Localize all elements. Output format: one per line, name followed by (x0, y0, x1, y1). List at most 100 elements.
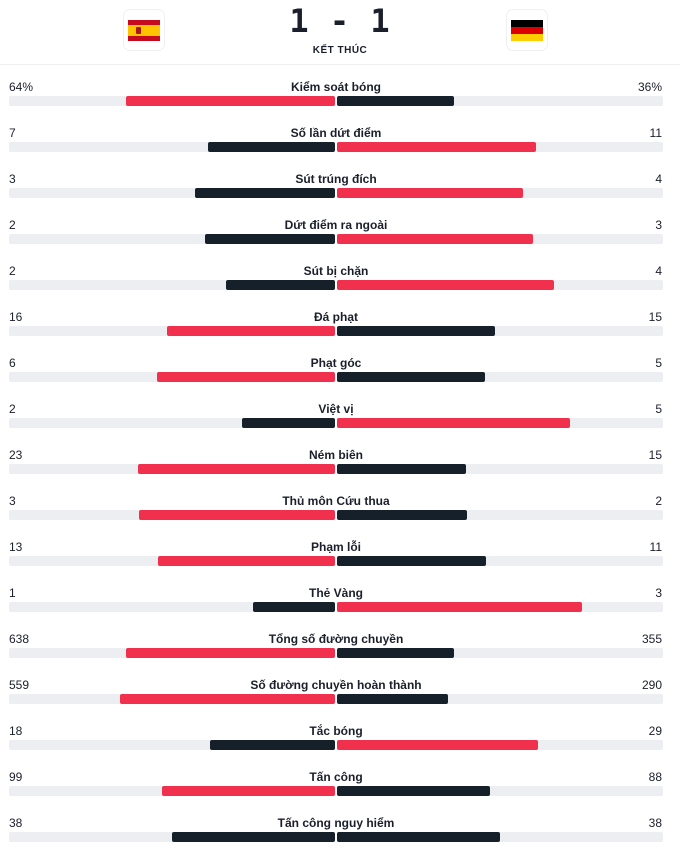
away-stat-value: 88 (648, 770, 662, 784)
away-stat-value: 29 (648, 724, 662, 738)
stat-row: 2 Sút bị chặn 4 (0, 262, 680, 308)
away-stat-value: 15 (648, 448, 662, 462)
stat-label: Tắc bóng (309, 724, 363, 738)
stat-label: Kiểm soát bóng (290, 80, 381, 94)
away-stat-track (337, 694, 663, 704)
away-stat-value: 5 (655, 356, 662, 370)
away-stat-bar (337, 694, 448, 704)
away-stat-bar (337, 96, 454, 106)
home-stat-value: 559 (9, 678, 30, 692)
away-stat-bar (337, 280, 554, 290)
stat-row: 38 Tấn công nguy hiểm 38 (0, 814, 680, 860)
home-stat-bar (253, 602, 335, 612)
away-stat-value: 4 (655, 264, 662, 278)
away-stat-value: 4 (655, 172, 662, 186)
away-stat-value: 36% (637, 80, 662, 94)
stat-row: 2 Dứt điểm ra ngoài 3 (0, 216, 680, 262)
stat-row: 638 Tổng số đường chuyền 355 (0, 630, 680, 676)
match-header: 1 - 1 KẾT THÚC (0, 0, 680, 65)
away-stat-bar (337, 326, 495, 336)
home-stat-track (9, 188, 335, 198)
away-stat-track (337, 786, 663, 796)
flag-stripe (511, 26, 543, 34)
away-stat-bar (337, 648, 454, 658)
away-stat-track (337, 418, 663, 428)
home-stat-value: 99 (9, 770, 23, 784)
away-stat-bar (337, 418, 570, 428)
away-stat-track (337, 602, 663, 612)
away-stat-bar (337, 832, 500, 842)
away-stat-track (337, 510, 663, 520)
home-stat-track (9, 694, 335, 704)
away-stat-track (337, 556, 663, 566)
away-stat-bar (337, 372, 485, 382)
away-stat-bar (337, 234, 533, 244)
stat-label: Số đường chuyền hoàn thành (250, 678, 422, 692)
home-stat-bar (172, 832, 335, 842)
match-status: KẾT THÚC (312, 45, 368, 56)
stat-label: Tổng số đường chuyền (268, 632, 404, 646)
away-stat-track (337, 740, 663, 750)
match-score: 1 - 1 (289, 2, 391, 40)
stat-row: 64% Kiểm soát bóng 36% (0, 78, 680, 124)
home-stat-track (9, 234, 335, 244)
home-stat-bar (208, 142, 335, 152)
home-stat-bar (226, 280, 335, 290)
away-stat-track (337, 234, 663, 244)
home-stat-bar (120, 694, 335, 704)
stat-label: Dứt điểm ra ngoài (284, 218, 388, 232)
home-stat-bar (138, 464, 335, 474)
stat-label: Ném biên (308, 448, 363, 462)
home-stat-track (9, 556, 335, 566)
home-stat-track (9, 510, 335, 520)
home-stat-value: 2 (9, 402, 16, 416)
away-stat-bar (337, 740, 538, 750)
home-team-flag[interactable] (124, 10, 164, 50)
stat-label: Thẻ Vàng (308, 586, 363, 600)
away-stat-bar (337, 142, 536, 152)
home-stat-track (9, 786, 335, 796)
home-stat-value: 16 (9, 310, 23, 324)
home-stat-track (9, 602, 335, 612)
stat-row: 2 Việt vị 5 (0, 400, 680, 446)
stat-row: 23 Ném biên 15 (0, 446, 680, 492)
stat-label: Phạm lỗi (310, 540, 361, 554)
away-stat-track (337, 372, 663, 382)
home-stat-value: 38 (9, 816, 23, 830)
stat-label: Đá phạt (313, 310, 358, 324)
home-stat-bar (126, 648, 335, 658)
stat-label: Tấn công nguy hiểm (277, 816, 395, 830)
stat-row: 7 Số lần dứt điểm 11 (0, 124, 680, 170)
stat-label: Tấn công (309, 770, 363, 784)
away-stat-track (337, 464, 663, 474)
away-stat-bar (337, 510, 467, 520)
away-stat-value: 3 (655, 218, 662, 232)
flag-stripe (128, 35, 160, 41)
home-stat-bar (210, 740, 335, 750)
away-stat-track (337, 188, 663, 198)
home-stat-value: 64% (9, 80, 34, 94)
home-stat-bar (242, 418, 335, 428)
away-team-flag[interactable] (507, 10, 547, 50)
home-stat-track (9, 372, 335, 382)
stat-row: 99 Tấn công 88 (0, 768, 680, 814)
away-stat-track (337, 832, 663, 842)
home-stat-value: 638 (9, 632, 30, 646)
home-stat-track (9, 832, 335, 842)
stat-row: 18 Tắc bóng 29 (0, 722, 680, 768)
home-stat-value: 23 (9, 448, 23, 462)
away-stat-value: 355 (641, 632, 662, 646)
stat-label: Thủ môn Cứu thua (282, 494, 390, 508)
away-stat-bar (337, 556, 486, 566)
home-stat-value: 18 (9, 724, 23, 738)
home-stat-bar (195, 188, 335, 198)
home-stat-bar (205, 234, 335, 244)
away-stat-value: 15 (648, 310, 662, 324)
home-stat-value: 2 (9, 218, 16, 232)
home-stat-track (9, 740, 335, 750)
stat-row: 13 Phạm lỗi 11 (0, 538, 680, 584)
flag-stripe (511, 19, 543, 27)
away-stat-value: 11 (649, 126, 662, 140)
away-stat-value: 5 (655, 402, 662, 416)
home-stat-value: 6 (9, 356, 16, 370)
